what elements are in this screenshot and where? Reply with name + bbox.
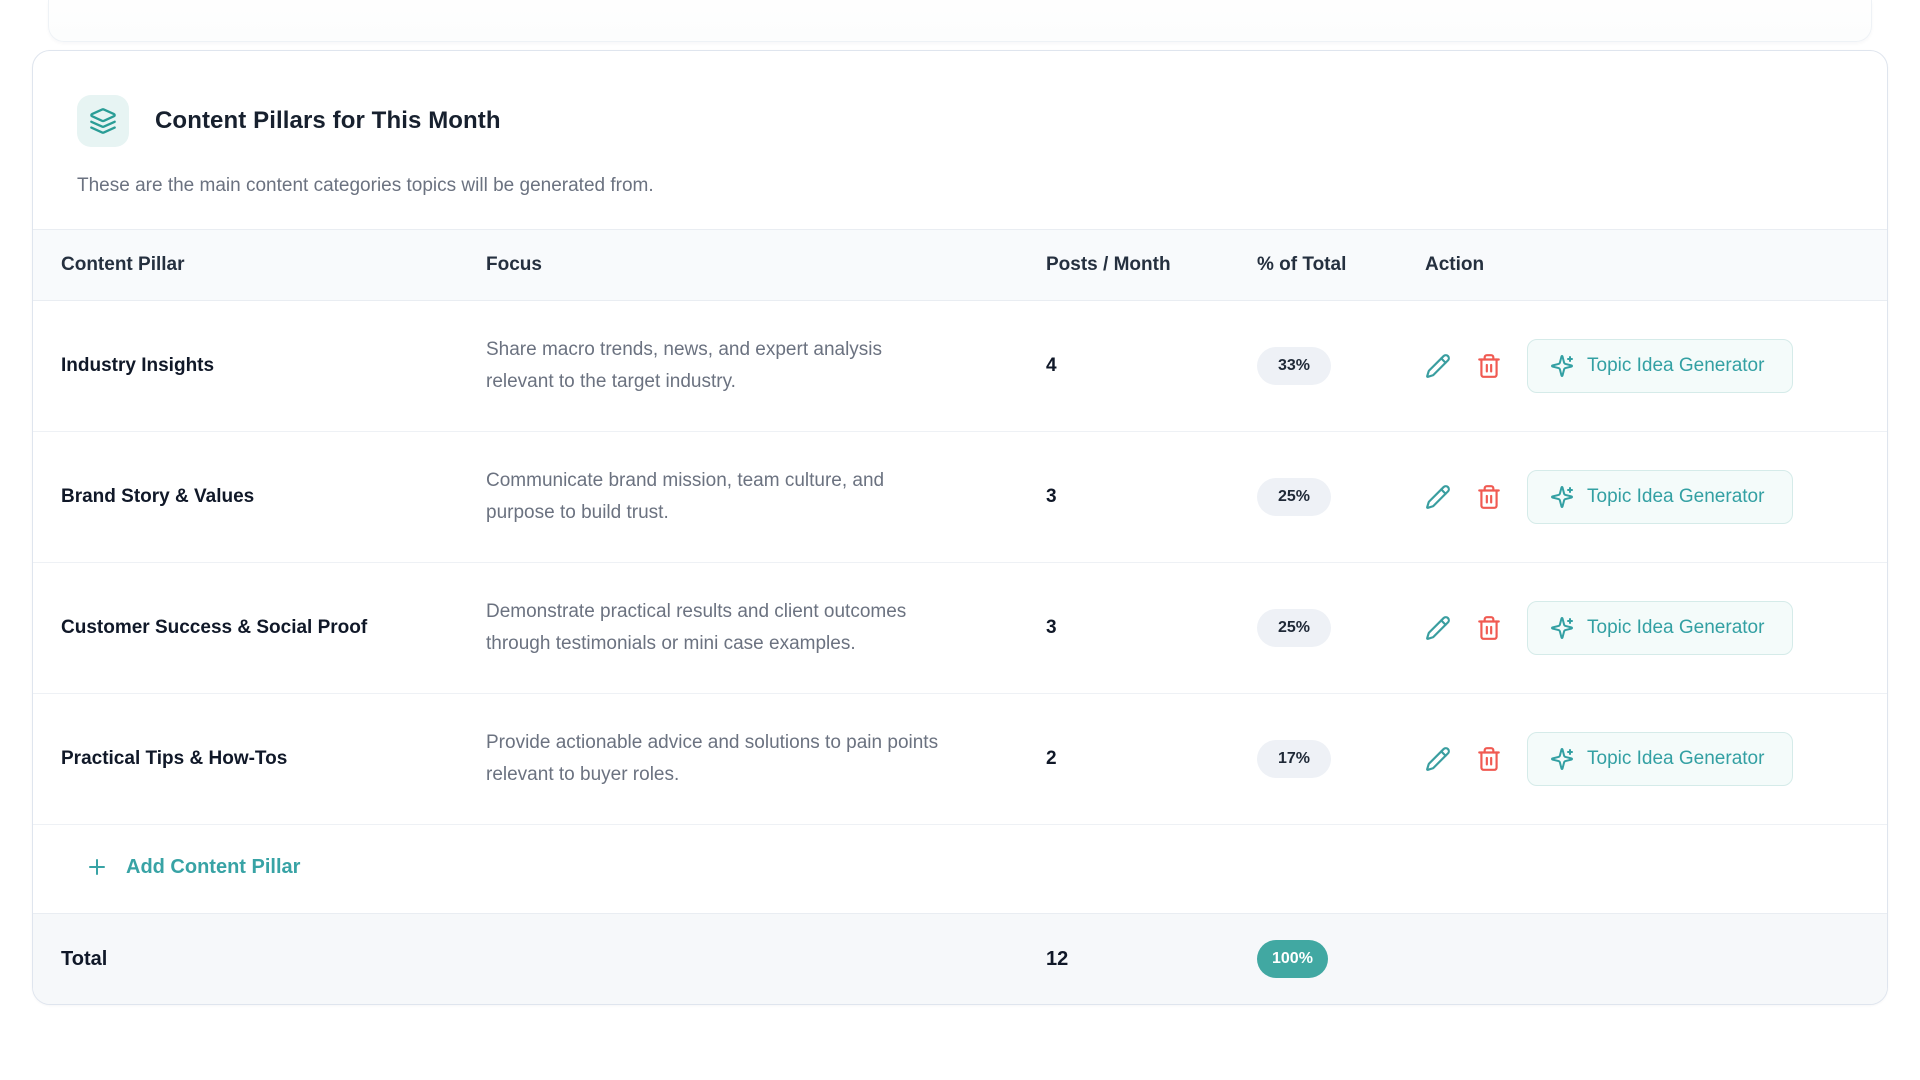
- posts-per-month: 3: [1046, 617, 1057, 638]
- delete-button[interactable]: [1476, 746, 1502, 772]
- topic-idea-generator-label: Topic Idea Generator: [1587, 486, 1765, 507]
- total-percent-cell: 100%: [1257, 940, 1425, 978]
- pencil-icon: [1425, 353, 1451, 379]
- pencil-icon: [1425, 746, 1451, 772]
- total-posts: 12: [1046, 947, 1069, 970]
- page-subtitle: These are the main content categories to…: [77, 175, 654, 196]
- table-row: Brand Story & Values Communicate brand m…: [33, 432, 1887, 563]
- edit-button[interactable]: [1425, 615, 1451, 641]
- topic-idea-generator-label: Topic Idea Generator: [1587, 748, 1765, 769]
- total-label: Total: [61, 947, 108, 970]
- percent-cell: 25%: [1257, 609, 1425, 647]
- add-content-pillar-label: Add Content Pillar: [126, 855, 301, 878]
- card-header: Content Pillars for This Month These are…: [33, 51, 1887, 229]
- add-row: Add Content Pillar: [33, 825, 1887, 913]
- percent-cell: 25%: [1257, 478, 1425, 516]
- topic-idea-generator-button[interactable]: Topic Idea Generator: [1527, 339, 1794, 393]
- table-header-row: Content Pillar Focus Posts / Month % of …: [33, 229, 1887, 301]
- delete-button[interactable]: [1476, 484, 1502, 510]
- trash-icon: [1476, 746, 1502, 772]
- delete-button[interactable]: [1476, 353, 1502, 379]
- percent-cell: 17%: [1257, 740, 1425, 778]
- actions-cell: Topic Idea Generator: [1425, 601, 1887, 655]
- topic-idea-generator-button[interactable]: Topic Idea Generator: [1527, 732, 1794, 786]
- table-row: Industry Insights Share macro trends, ne…: [33, 301, 1887, 432]
- percent-badge: 25%: [1257, 609, 1332, 647]
- edit-button[interactable]: [1425, 746, 1451, 772]
- pillar-focus: Provide actionable advice and solutions …: [486, 732, 939, 785]
- posts-per-month: 4: [1046, 355, 1057, 376]
- layers-icon: [77, 95, 129, 147]
- pillar-name: Practical Tips & How-Tos: [61, 748, 288, 769]
- topic-idea-generator-label: Topic Idea Generator: [1587, 617, 1765, 638]
- pencil-icon: [1425, 615, 1451, 641]
- percent-badge: 25%: [1257, 478, 1332, 516]
- trash-icon: [1476, 353, 1502, 379]
- pillar-name: Customer Success & Social Proof: [61, 617, 368, 638]
- trash-icon: [1476, 484, 1502, 510]
- page-title: Content Pillars for This Month: [155, 107, 501, 134]
- pencil-icon: [1425, 484, 1451, 510]
- total-percent-badge: 100%: [1257, 940, 1328, 978]
- column-header-posts: Posts / Month: [1046, 254, 1171, 275]
- percent-badge: 33%: [1257, 347, 1332, 385]
- sparkles-icon: [1550, 616, 1574, 640]
- column-header-action: Action: [1425, 254, 1485, 275]
- topic-idea-generator-button[interactable]: Topic Idea Generator: [1527, 601, 1794, 655]
- column-header-pillar: Content Pillar: [61, 254, 185, 275]
- delete-button[interactable]: [1476, 615, 1502, 641]
- sparkles-icon: [1550, 485, 1574, 509]
- sparkles-icon: [1550, 747, 1574, 771]
- posts-per-month: 3: [1046, 486, 1057, 507]
- previous-card-bottom-edge: [48, 0, 1872, 42]
- pillar-focus: Share macro trends, news, and expert ana…: [486, 339, 883, 392]
- edit-button[interactable]: [1425, 353, 1451, 379]
- percent-cell: 33%: [1257, 347, 1425, 385]
- posts-per-month: 2: [1046, 748, 1057, 769]
- column-header-focus: Focus: [486, 254, 542, 275]
- sparkles-icon: [1550, 354, 1574, 378]
- topic-idea-generator-button[interactable]: Topic Idea Generator: [1527, 470, 1794, 524]
- actions-cell: Topic Idea Generator: [1425, 732, 1887, 786]
- trash-icon: [1476, 615, 1502, 641]
- table-row: Practical Tips & How-Tos Provide actiona…: [33, 694, 1887, 825]
- pillar-focus: Demonstrate practical results and client…: [486, 601, 907, 654]
- topic-idea-generator-label: Topic Idea Generator: [1587, 355, 1765, 376]
- total-row: Total 12 100%: [33, 913, 1887, 1004]
- column-header-percent: % of Total: [1257, 254, 1347, 275]
- pillar-name: Industry Insights: [61, 355, 215, 376]
- edit-button[interactable]: [1425, 484, 1451, 510]
- plus-icon: [85, 855, 109, 879]
- add-content-pillar-button[interactable]: Add Content Pillar: [85, 855, 300, 879]
- actions-cell: Topic Idea Generator: [1425, 339, 1887, 393]
- percent-badge: 17%: [1257, 740, 1332, 778]
- pillar-name: Brand Story & Values: [61, 486, 255, 507]
- actions-cell: Topic Idea Generator: [1425, 470, 1887, 524]
- pillar-focus: Communicate brand mission, team culture,…: [486, 470, 885, 523]
- table-row: Customer Success & Social Proof Demonstr…: [33, 563, 1887, 694]
- content-pillars-card: Content Pillars for This Month These are…: [32, 50, 1888, 1005]
